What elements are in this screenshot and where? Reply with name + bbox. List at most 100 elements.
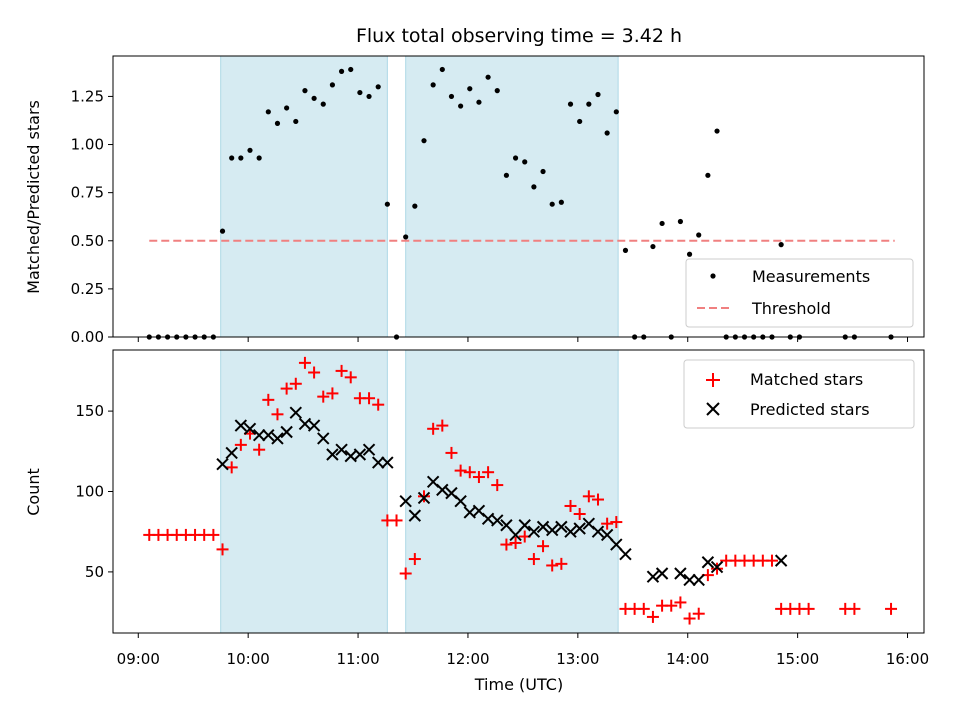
y-tick-label: 1.25: [71, 87, 104, 105]
legend-predicted-marker: [706, 402, 720, 416]
predicted-star-point: [417, 491, 431, 505]
predicted-star-point: [491, 514, 504, 527]
matched-star-point: [472, 471, 485, 484]
matched-star-point: [637, 602, 650, 615]
matched-star-point: [500, 538, 513, 551]
matched-star-point: [482, 466, 495, 479]
x-tick-label: 12:00: [446, 650, 489, 668]
measurement-point: [540, 168, 546, 175]
measurement-point: [696, 232, 702, 238]
measurement-point: [567, 101, 574, 107]
predicted-star-point: [271, 432, 284, 445]
predicted-star-point: [610, 538, 623, 551]
matched-star-point: [271, 408, 284, 421]
x-tick-label: 09:00: [117, 650, 160, 668]
y-tick-label: 1.00: [71, 136, 104, 154]
predicted-star-point: [353, 448, 367, 461]
matched-star-point: [454, 464, 467, 477]
measurement-point: [604, 130, 610, 136]
matched-star-point: [417, 490, 430, 503]
matched-star-point: [582, 490, 595, 503]
top-observing-windows: [220, 55, 619, 338]
measurement-point: [439, 66, 445, 73]
matched-star-point: [683, 612, 696, 625]
predicted-star-point: [564, 525, 577, 538]
matched-star-point: [692, 607, 705, 620]
x-tick-label: 11:00: [336, 650, 379, 668]
measurement-point: [549, 201, 555, 207]
matched-star-point: [317, 390, 330, 403]
predicted-star-point: [701, 556, 715, 569]
matched-star-point: [308, 366, 321, 379]
predicted-star-point: [536, 520, 550, 534]
predicted-star-point: [500, 519, 513, 532]
y-tick-label: 0.75: [71, 184, 104, 202]
measurement-point: [586, 101, 592, 107]
predicted-star-point: [454, 494, 467, 508]
predicted-star-point: [225, 446, 238, 460]
y-tick-label: 150: [75, 402, 104, 420]
measurement-point: [265, 109, 271, 115]
predicted-star-points: [216, 406, 788, 587]
measurement-point: [293, 118, 299, 125]
predicted-star-point: [216, 457, 229, 471]
matched-star-point: [326, 387, 339, 400]
matched-star-point: [537, 540, 550, 553]
y-tick-label: 50: [85, 563, 104, 581]
measurement-point: [384, 201, 390, 207]
measurement-point: [778, 242, 784, 248]
matched-star-point: [601, 517, 614, 530]
matched-star-point: [646, 610, 659, 623]
matched-star-point: [463, 466, 476, 479]
predicted-star-point: [655, 567, 669, 580]
matched-star-point: [711, 562, 724, 575]
legend-matched-label: Matched stars: [750, 370, 863, 389]
bottom-legend: Matched stars Predicted stars: [683, 359, 915, 429]
matched-star-point: [399, 567, 412, 580]
predicted-star-point: [399, 494, 412, 508]
measurement-point: [219, 228, 226, 234]
top-x-ticks: [137, 337, 909, 342]
predicted-star-point: [436, 483, 449, 497]
matched-star-point: [555, 557, 568, 570]
measurement-point: [686, 251, 693, 257]
count-panel: 50 100 150 09:00 10:00 11:00 12:00 13:00 14:00 1…: [75, 349, 929, 668]
predicted-star-point: [509, 528, 522, 542]
measurement-point: [622, 247, 629, 253]
matched-star-point: [225, 461, 238, 474]
bottom-observing-windows: [220, 349, 619, 634]
measurement-point: [467, 86, 473, 92]
matched-star-points: [143, 356, 898, 625]
measurement-point: [375, 84, 381, 90]
measurement-point: [650, 243, 656, 250]
measurement-point: [338, 68, 345, 74]
matched-star-point: [234, 438, 247, 451]
legend-threshold-label: Threshold: [751, 299, 831, 318]
measurement-point: [320, 101, 326, 107]
matched-star-point: [802, 602, 815, 615]
measurement-point: [485, 74, 491, 80]
ratio-panel: 0.00 0.25 0.50 0.75 1.00 1.25 Measurements Th…: [71, 55, 925, 346]
predicted-star-point: [518, 519, 531, 532]
measurement-point: [366, 93, 372, 100]
predicted-star-point: [545, 523, 559, 537]
matched-star-point: [765, 554, 778, 567]
legend-matched-marker: [706, 373, 720, 387]
measurement-point: [311, 95, 317, 101]
predicted-star-point: [600, 528, 614, 542]
observing-window-band: [405, 55, 619, 338]
chart-title: Flux total observing time = 3.42 h: [356, 25, 682, 47]
legend-measurements-marker: [710, 273, 716, 279]
matched-star-point: [262, 393, 275, 406]
measurement-point: [274, 120, 281, 126]
legend-predicted-label: Predicted stars: [750, 400, 870, 419]
predicted-star-point: [371, 456, 385, 469]
measurement-point: [705, 172, 711, 178]
measurement-point: [229, 155, 235, 161]
measurement-point: [458, 103, 464, 109]
matched-star-point: [591, 493, 604, 506]
measurement-point: [476, 99, 482, 105]
x-axis-label: Time (UTC): [474, 675, 563, 694]
matched-star-point: [344, 371, 357, 384]
predicted-star-point: [234, 419, 248, 432]
